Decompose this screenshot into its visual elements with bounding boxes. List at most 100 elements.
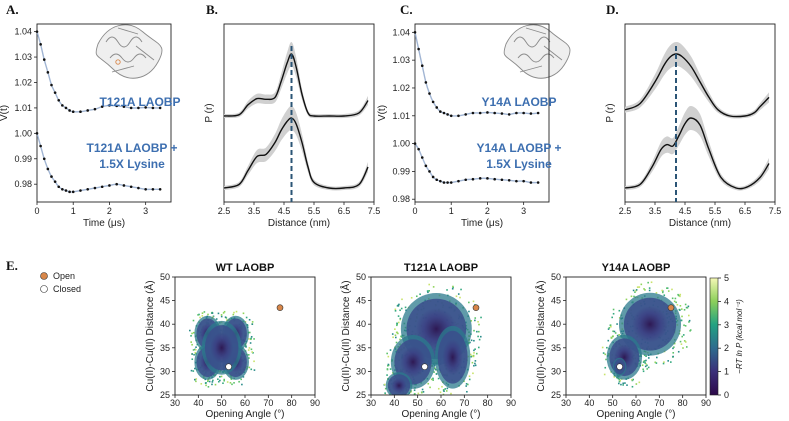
data-point [420,156,424,159]
heatmap-speckle [248,331,251,334]
heatmap-cells [383,283,482,395]
heatmap-speckle [469,341,471,344]
data-point [122,184,126,187]
heatmap-speckle [687,314,690,317]
heatmap-speckle [207,386,210,388]
data-point [108,104,111,107]
plot-frame [36,23,172,203]
x-tick-label: 70 [654,398,664,408]
heatmap-speckle [387,355,390,358]
y-tick-label: 1.02 [14,77,32,87]
heatmap-speckle [631,378,633,381]
data-point [79,189,82,192]
heatmap-speckle [192,370,195,372]
heatmap-speckle [612,335,614,337]
colorbar-tick-label: 2 [724,343,729,353]
heatmap-speckle [441,385,443,388]
heatmap-speckle [193,378,196,381]
heatmap-speckle [217,380,220,383]
heatmap-speckle [607,328,610,330]
x-tick-label: 40 [584,398,594,408]
heatmap-speckle [468,301,470,304]
heatmap-speckle [217,378,219,381]
heatmap-speckle [604,366,607,369]
x-tick-label: 40 [193,398,203,408]
heatmap-speckle [672,352,675,354]
panel-label-b: B. [206,2,218,17]
legend-open-marker [40,272,48,280]
x-tick-label: 0 [34,206,39,216]
heatmap-speckle [680,308,683,310]
y-tick-label: 30 [551,366,561,376]
data-point [137,186,140,190]
heatmap-speckle [452,286,454,289]
data-point [129,106,133,110]
heatmap-speckle [473,364,475,367]
x-tick-label: 60 [631,398,641,408]
heatmap-speckle [455,295,458,298]
x-tick-label: 90 [310,398,320,408]
heatmap-speckle [404,306,407,309]
heatmap-speckle [473,349,475,352]
heatmap-speckle [616,323,618,325]
heatmap-speckle [395,336,397,339]
heatmap-speckle [611,316,613,319]
heatmap-speckle [613,376,616,378]
heatmap-speckle [190,369,193,372]
heatmap-speckle [396,323,398,325]
y-tick-label: 1.00 [14,128,32,138]
y-tick-label: 1.00 [392,139,410,149]
heatmap-speckle [198,313,200,316]
data-point [93,186,97,190]
heatmap-speckle [401,298,403,301]
data-point [53,91,57,94]
data-point [158,106,162,110]
data-point [457,114,460,118]
heatmap-speckle [472,300,475,303]
heatmap-core [442,339,463,376]
x-axis-label: Distance (nm) [268,218,330,229]
series-annotation: Y14A LAOBP [482,95,557,109]
heatmap-speckle [612,308,615,311]
x-tick-label: 2 [485,206,490,216]
chart-c-deer-traces: 0 1 2 3 0.98 0.99 1.00 1.01 1.02 1.03 1.04 Time (μs… [377,23,562,229]
heatmap-speckle [250,348,253,351]
data-point [64,106,68,110]
legend-closed-marker [40,285,48,293]
heatmap-speckle [405,309,407,312]
heatmap-speckle [249,342,252,344]
heatmap-speckle [468,375,471,378]
heatmap-speckle [191,353,193,355]
heatmap-speckle [630,295,633,298]
heatmap-speckle [643,360,645,363]
heatmap-speckle [232,313,235,316]
heatmap-speckle [667,360,669,362]
y-axis-label: Cu(II)-Cu(II) Distance (Å) [143,280,156,391]
data-point [417,47,420,51]
heatmap-speckle [622,384,624,386]
data-point [515,179,518,183]
legend-open-label: Open [53,271,75,281]
heatmap-speckle [671,297,674,300]
heatmap-speckle [644,360,646,362]
heatmap-speckle [470,355,473,358]
heatmap-speckle [654,361,657,364]
data-point [129,185,133,189]
heatmap-speckle [207,379,209,382]
heatmap-speckle [684,303,687,306]
heatmap-speckle [476,330,478,333]
heatmap-speckle [642,370,645,373]
x-tick-label: 70 [263,398,273,408]
heatmap-speckle [220,375,223,378]
heatmap-speckle [201,315,204,317]
heatmap-speckle [474,360,477,362]
heatmap-speckle [396,324,398,327]
heatmap-speckle [681,315,683,318]
heatmap-speckle [632,378,634,381]
heatmap-title: T121A LAOBP [404,262,478,274]
x-axis-label: Time (μs) [461,218,503,229]
data-point [500,112,504,115]
heatmap-speckle [223,379,226,382]
data-point [493,177,496,181]
heatmap-speckle [646,364,648,367]
